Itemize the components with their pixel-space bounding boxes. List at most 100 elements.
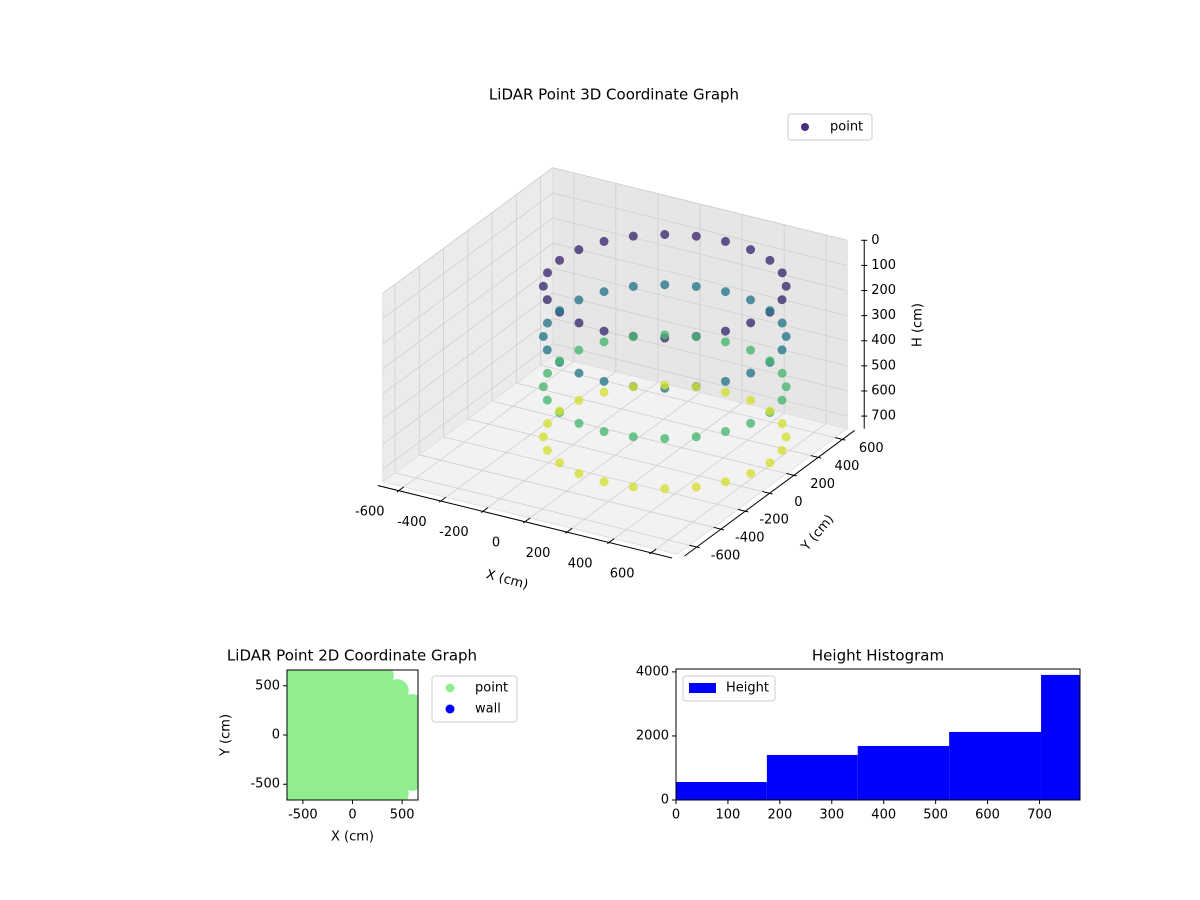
y-axis-label: Y (cm) — [219, 714, 234, 757]
grid-line — [467, 418, 763, 492]
y-tick-label: 200 — [810, 477, 835, 492]
point — [542, 445, 552, 455]
point — [720, 236, 730, 246]
grid-line — [382, 318, 554, 445]
point — [660, 433, 670, 443]
point — [777, 268, 787, 278]
z-tick-label: 500 — [871, 358, 896, 373]
point — [765, 306, 775, 316]
y-tick-label: 600 — [859, 441, 884, 456]
point — [720, 287, 730, 297]
point — [691, 432, 701, 442]
chart-title: LiDAR Point 3D Coordinate Graph — [489, 86, 739, 104]
grid-line — [491, 400, 787, 474]
y-tick-label: 400 — [835, 459, 860, 474]
y-tick-label: -600 — [711, 549, 741, 564]
x-tick-label: 300 — [819, 808, 844, 823]
y-tick-label: 4000 — [636, 664, 669, 679]
z-tick-label: 400 — [871, 333, 896, 348]
grid-line — [382, 267, 554, 395]
point — [746, 245, 756, 255]
point — [385, 782, 409, 800]
point — [599, 427, 609, 437]
legend-label: point — [830, 120, 863, 135]
legend-box — [682, 675, 776, 702]
point — [538, 331, 548, 341]
y-tick-label: -400 — [735, 531, 765, 546]
z-tick-label: 700 — [871, 409, 896, 424]
point — [574, 418, 584, 428]
point — [555, 406, 565, 416]
x-tick-label: 600 — [975, 808, 1000, 823]
point — [574, 245, 584, 255]
chart-2d: point wall -500 0 500 -500 0 500 X (cm) Y (cm) LiD… — [219, 647, 518, 845]
point — [555, 306, 565, 316]
y-tick — [810, 455, 822, 459]
point — [777, 395, 787, 405]
point — [599, 387, 609, 397]
z-tick-label: 600 — [871, 383, 896, 398]
grid-line — [552, 217, 848, 291]
point — [628, 231, 638, 241]
point — [660, 484, 670, 494]
point — [720, 376, 730, 386]
point — [781, 281, 791, 291]
point — [746, 368, 756, 378]
point — [691, 231, 701, 241]
y-tick — [834, 437, 846, 441]
axes-frame — [675, 668, 1081, 801]
grid-line — [382, 343, 554, 470]
x-tick — [480, 507, 489, 514]
point — [599, 326, 609, 336]
point — [746, 395, 756, 405]
point — [543, 318, 553, 328]
y-tick-label: -200 — [759, 513, 789, 528]
point — [777, 368, 787, 378]
point — [599, 287, 609, 297]
point — [691, 382, 701, 392]
point — [720, 387, 730, 397]
chart-title: Height Histogram — [812, 647, 944, 665]
legend-marker — [801, 123, 809, 131]
point — [777, 445, 787, 455]
y-tick — [713, 526, 725, 531]
point — [538, 281, 548, 291]
x-tick-label: -200 — [439, 525, 469, 540]
point — [777, 295, 787, 305]
z-tick-label: 100 — [871, 258, 896, 273]
chart-histogram: 0 100 200 300 400 500 600 700 0 2000 4000 Height Hei… — [636, 647, 1081, 823]
point — [765, 255, 775, 265]
legend-marker — [445, 683, 455, 693]
point — [660, 229, 670, 239]
point — [555, 356, 565, 366]
point — [660, 330, 670, 340]
y-tick-label: 0 — [661, 793, 669, 808]
y-tick-label: 0 — [272, 728, 280, 743]
point — [555, 458, 565, 468]
points — [287, 670, 418, 800]
point — [599, 477, 609, 487]
grid-line — [382, 192, 554, 319]
grid-line — [552, 267, 848, 342]
point — [746, 318, 756, 328]
point — [765, 356, 775, 366]
point — [574, 295, 584, 305]
point — [660, 280, 670, 290]
bar — [766, 754, 858, 800]
x-tick — [649, 548, 657, 555]
point — [746, 295, 756, 305]
x-tick-label: 0 — [348, 808, 356, 823]
grid-line — [552, 167, 848, 241]
point — [599, 337, 609, 347]
point — [720, 326, 730, 336]
x-tick-label: 0 — [492, 536, 500, 551]
chart-title: LiDAR Point 2D Coordinate Graph — [227, 647, 477, 665]
point — [574, 318, 584, 328]
point — [574, 469, 584, 479]
legend-marker — [689, 683, 716, 693]
x-tick — [522, 517, 531, 524]
point — [781, 382, 791, 392]
point — [720, 427, 730, 437]
point — [660, 380, 670, 390]
